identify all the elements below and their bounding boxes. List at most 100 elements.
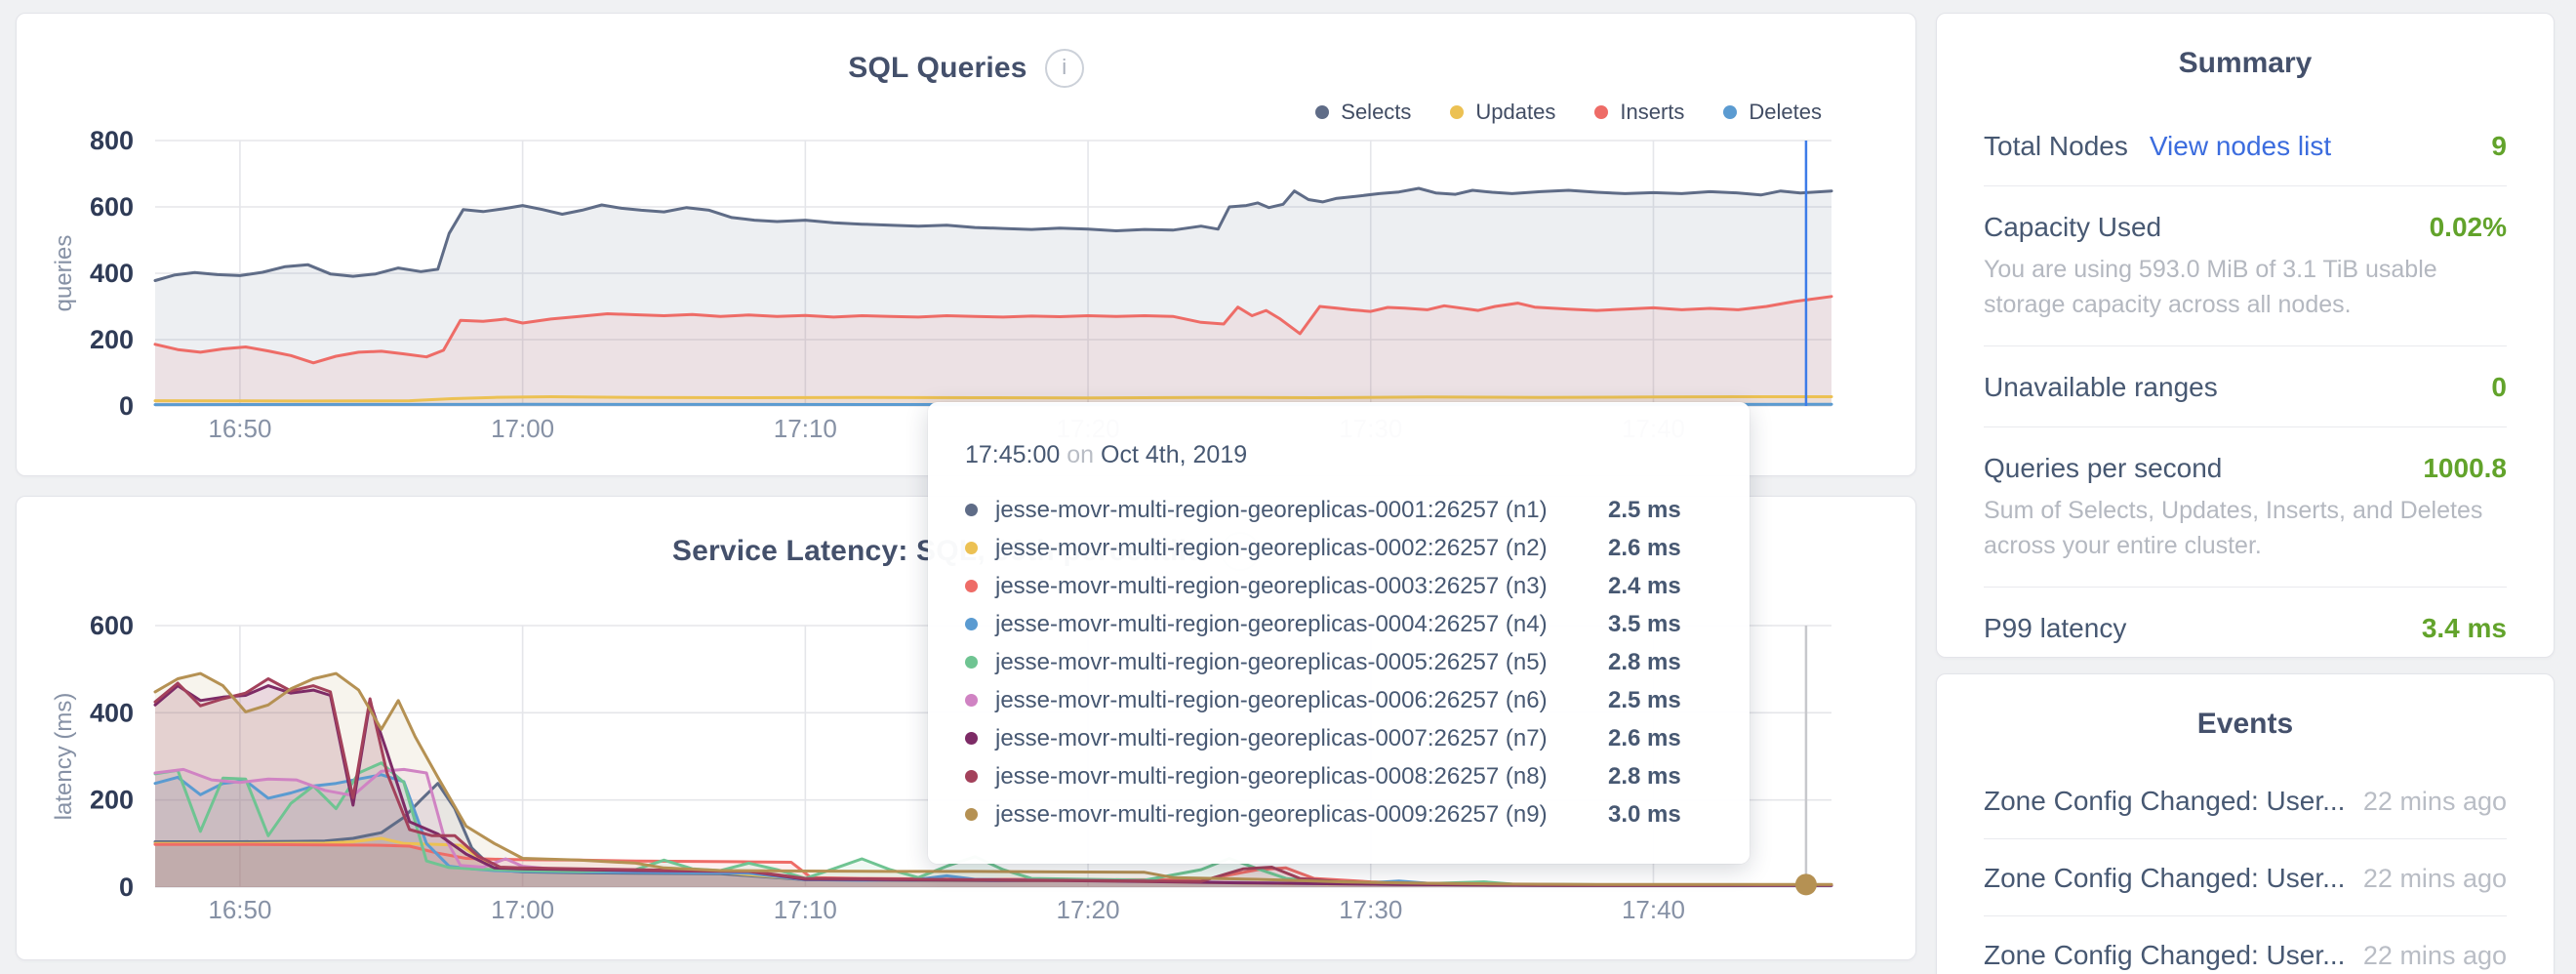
series-dot-icon: [965, 542, 978, 554]
legend-item-selects[interactable]: Selects: [1315, 100, 1411, 125]
tooltip-row: jesse-movr-multi-region-georeplicas-0006…: [965, 681, 1711, 719]
summary-value: 0.02%: [2429, 212, 2507, 242]
tooltip-row: jesse-movr-multi-region-georeplicas-0009…: [965, 795, 1711, 833]
node-name: jesse-movr-multi-region-georeplicas-0005…: [995, 648, 1548, 675]
y-axis-label: queries: [51, 235, 77, 312]
summary-description: You are using 593.0 MiB of 3.1 TiB usabl…: [1984, 256, 2437, 318]
sql-queries-title-row: SQL Queries i: [17, 49, 1915, 88]
node-latency-value: 2.6 ms: [1608, 724, 1681, 751]
event-row: Zone Config Changed: User... 22 mins ago: [1984, 916, 2507, 974]
summary-label: Capacity Used: [1984, 212, 2162, 242]
view-nodes-list-link[interactable]: View nodes list: [2149, 131, 2332, 161]
series-dot-icon: [965, 656, 978, 669]
series-line-n9: [153, 671, 1833, 886]
node-latency-value: 2.8 ms: [1608, 648, 1681, 675]
legend-dot: [1315, 105, 1330, 119]
sql-queries-legend: Selects Updates Inserts Deletes: [1315, 100, 1822, 125]
events-title: Events: [2196, 708, 2294, 740]
tooltip-row: jesse-movr-multi-region-georeplicas-0003…: [965, 567, 1711, 605]
event-label[interactable]: Zone Config Changed: User...: [1984, 863, 2346, 893]
summary-value: 0: [2491, 372, 2507, 402]
events-body: Zone Config Changed: User... 22 mins ago Z…: [1937, 762, 2554, 974]
tooltip-row: jesse-movr-multi-region-georeplicas-0008…: [965, 757, 1711, 795]
node-name: jesse-movr-multi-region-georeplicas-0008…: [995, 762, 1548, 790]
summary-body: Total Nodes View nodes list 9 Capacity Used…: [1937, 105, 2554, 668]
legend-label: Updates: [1475, 100, 1556, 124]
y-axis-tick: 600: [90, 611, 134, 640]
summary-value: 1000.8: [2423, 453, 2507, 483]
summary-label: P99 latency: [1984, 613, 2127, 643]
node-latency-value: 2.6 ms: [1608, 534, 1681, 561]
legend-dot: [1723, 105, 1738, 119]
x-axis-tick: 17:10: [774, 414, 837, 443]
node-name: jesse-movr-multi-region-georeplicas-0001…: [995, 496, 1548, 523]
node-latency-value: 2.5 ms: [1608, 686, 1681, 713]
node-latency-value: 2.8 ms: [1608, 762, 1681, 790]
event-timestamp: 22 mins ago: [2362, 864, 2507, 893]
legend-dot: [1594, 105, 1609, 119]
node-latency-value: 2.4 ms: [1608, 572, 1681, 599]
node-name: jesse-movr-multi-region-georeplicas-0007…: [995, 724, 1548, 751]
legend-item-deletes[interactable]: Deletes: [1723, 100, 1822, 125]
summary-row: Capacity Used 0.02% You are using 593.0 Mi…: [1984, 186, 2507, 346]
summary-row: Queries per second 1000.8 Sum of Selects, …: [1984, 427, 2507, 588]
series-dot-icon: [965, 770, 978, 783]
sql-queries-chart[interactable]: 020040060080016:5017:0017:1017:2017:3017…: [17, 14, 1915, 475]
summary-row: P99 latency 3.4 ms: [1984, 588, 2507, 668]
summary-label: Total Nodes: [1984, 131, 2128, 161]
tooltip-row: jesse-movr-multi-region-georeplicas-0004…: [965, 605, 1711, 643]
events-panel: Events Zone Config Changed: User... 22 mi…: [1936, 673, 2555, 974]
x-axis-tick: 16:50: [208, 414, 271, 443]
sql-queries-title: SQL Queries: [848, 52, 1027, 84]
node-latency-value: 2.5 ms: [1608, 496, 1681, 523]
series-dot-icon: [965, 732, 978, 745]
sql-queries-panel: SQL Queries i Selects Updates Inserts Delet…: [16, 13, 1916, 476]
tooltip-timestamp: 17:45:00 on Oct 4th, 2019: [965, 441, 1711, 469]
series-dot-icon: [965, 808, 978, 821]
event-row: Zone Config Changed: User... 22 mins ago: [1984, 762, 2507, 839]
y-axis-tick: 600: [90, 192, 134, 222]
legend-label: Selects: [1341, 100, 1412, 124]
y-axis-tick: 400: [90, 698, 134, 727]
summary-panel: Summary Total Nodes View nodes list 9 Capac…: [1936, 13, 2555, 658]
hover-point-highlight: [1794, 873, 1817, 896]
event-row: Zone Config Changed: User... 22 mins ago: [1984, 839, 2507, 916]
x-axis-tick: 17:30: [1339, 895, 1402, 924]
chart-hover-tooltip: 17:45:00 on Oct 4th, 2019 jesse-movr-mul…: [928, 402, 1750, 864]
node-name: jesse-movr-multi-region-georeplicas-0003…: [995, 572, 1548, 599]
series-dot-icon: [965, 694, 978, 707]
x-axis-tick: 17:00: [491, 414, 554, 443]
summary-label: Queries per second: [1984, 453, 2223, 483]
node-name: jesse-movr-multi-region-georeplicas-0006…: [995, 686, 1548, 713]
legend-item-updates[interactable]: Updates: [1450, 100, 1555, 125]
y-axis-tick: 200: [90, 325, 134, 354]
event-timestamp: 22 mins ago: [2362, 941, 2507, 970]
node-name: jesse-movr-multi-region-georeplicas-0002…: [995, 534, 1548, 561]
summary-title: Summary: [2178, 47, 2313, 79]
series-line-updates: [153, 395, 1833, 403]
x-axis-tick: 17:00: [491, 895, 554, 924]
series-dot-icon: [965, 580, 978, 592]
x-axis-tick: 17:20: [1057, 895, 1120, 924]
series-line-inserts: [153, 295, 1833, 365]
service-latency-chart[interactable]: 0 200 400 600 16:50 17:00 17:10 17:20 17:30 17:40…: [17, 497, 1915, 959]
summary-value: 9: [2491, 131, 2507, 161]
series-dot-icon: [965, 618, 978, 630]
legend-item-inserts[interactable]: Inserts: [1594, 100, 1684, 125]
info-icon[interactable]: i: [1044, 49, 1084, 88]
x-axis-tick: 17:40: [1622, 895, 1685, 924]
node-latency-value: 3.5 ms: [1608, 610, 1681, 637]
series-line-selects: [153, 186, 1833, 282]
series-dot-icon: [965, 504, 978, 516]
node-name: jesse-movr-multi-region-georeplicas-0004…: [995, 610, 1548, 637]
tooltip-row: jesse-movr-multi-region-georeplicas-0007…: [965, 719, 1711, 757]
legend-label: Deletes: [1749, 100, 1822, 124]
event-label[interactable]: Zone Config Changed: User...: [1984, 786, 2346, 816]
legend-dot: [1450, 105, 1465, 119]
event-label[interactable]: Zone Config Changed: User...: [1984, 940, 2346, 970]
node-latency-value: 3.0 ms: [1608, 800, 1681, 828]
summary-row: Unavailable ranges 0: [1984, 346, 2507, 427]
tooltip-row: jesse-movr-multi-region-georeplicas-0005…: [965, 643, 1711, 681]
tooltip-row: jesse-movr-multi-region-georeplicas-0002…: [965, 529, 1711, 567]
